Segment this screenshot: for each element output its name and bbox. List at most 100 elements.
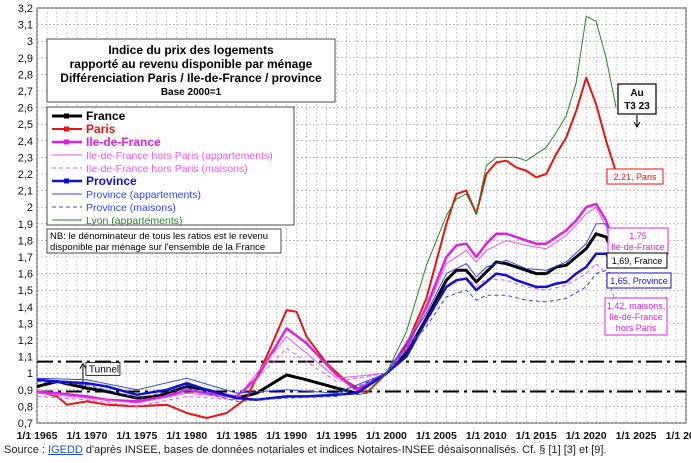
au-box: Au T3 23	[617, 83, 657, 128]
nb-note-line-1: NB: le dénominateur de tous les ratios e…	[50, 231, 268, 242]
y-tick-label: 0,8	[18, 401, 33, 413]
legend-item-label: Ile-de-France hors Paris (appartements)	[86, 150, 273, 162]
series-line-5	[36, 263, 617, 407]
end-value-text: Ile-de-France	[611, 242, 665, 252]
x-tick-label: 1/1 2030	[666, 430, 691, 440]
y-tick-label: 1,3	[18, 318, 33, 330]
chart-title: Indice du prix des logements	[108, 43, 274, 57]
tunnel-label: Tunnel	[89, 364, 119, 375]
y-tick-label: 1,2	[18, 335, 33, 347]
x-tick-label: 1/1 1995	[316, 430, 357, 440]
y-tick-label: 0,9	[18, 385, 33, 397]
x-tick-label: 1/1 1970	[66, 430, 107, 440]
au-arrow-head	[633, 121, 641, 128]
series-line-9	[356, 15, 617, 396]
end-value-text: 1,75	[629, 231, 647, 241]
y-tick-label: 1,8	[18, 235, 33, 247]
end-value-frame	[606, 272, 672, 289]
legend-item-label: Province (maisons)	[86, 202, 176, 214]
y-tick-label: 2,7	[18, 86, 33, 98]
y-tick-label: 2,6	[18, 103, 33, 115]
chart-title-line-2: rapporté au revenu disponible par ménage	[70, 57, 313, 71]
x-tick-label: 1/1 2025	[616, 430, 657, 440]
y-tick-label: 0,7	[18, 418, 33, 430]
legend-marker	[64, 178, 69, 184]
au-frame	[617, 83, 657, 115]
legend-frame	[46, 106, 295, 226]
y-tick-label: 2,2	[18, 169, 33, 181]
x-tick-label: 1/1 2015	[516, 430, 557, 440]
tunnel-arrow-head-up	[79, 362, 87, 369]
x-tick-label: 1/1 1985	[216, 430, 257, 440]
y-tick-label: 3	[27, 36, 33, 48]
series-line-6	[36, 252, 618, 402]
end-value-text: 1,69, France	[612, 256, 663, 266]
y-tick-label: 1,9	[18, 219, 33, 231]
y-tick-label: 1	[27, 368, 33, 380]
nb-note: NB: le dénominateur de tous les ratios e…	[46, 228, 282, 254]
igedd-link[interactable]: IGEDD	[48, 444, 83, 456]
au-line-1: Au	[630, 88, 643, 99]
y-tick-label: 3,1	[18, 20, 33, 32]
end-value-label: 1,65, Province	[606, 272, 672, 289]
x-tick-label: 1/1 1965	[17, 430, 58, 440]
series-line-2	[36, 76, 618, 419]
y-tick-label: 1,6	[18, 269, 33, 281]
source-prefix: Source :	[4, 444, 49, 456]
title-box-frame	[46, 38, 336, 103]
legend-item-label: Lyon (appartements)	[86, 215, 183, 227]
legend-item-label: Province (appartements)	[86, 189, 201, 201]
x-tick-label: 1/1 1975	[116, 430, 157, 440]
y-tick-label: 2,4	[18, 136, 33, 148]
tunnel-label-box	[85, 361, 121, 376]
x-tick-label: 1/1 2005	[416, 430, 457, 440]
y-tick-label: 2,8	[18, 69, 33, 81]
legend-item-label: Paris	[86, 122, 116, 136]
source-text: d'après INSEE, bases de données notarial…	[82, 444, 607, 456]
legend-marker	[64, 113, 69, 119]
price-income-line-chart: 0,7 0,8 0,9 1 1,1 1,2 1,3 1,4 1,5 1,6 1,7 1,8 1,9 2 2,…	[17, 3, 691, 442]
chart-subtitle: Base 2000=1	[161, 87, 222, 98]
legend-item-label: Ile-de-France hors Paris (maisons)	[86, 163, 248, 175]
end-value-frame	[606, 168, 664, 185]
x-tick-label: 1/1 2020	[566, 430, 607, 440]
y-tick-label: 2,5	[18, 119, 33, 131]
legend-marker	[64, 126, 69, 132]
x-tick-label: 1/1 2010	[466, 430, 507, 440]
x-tick-label: 1/1 1980	[166, 430, 207, 440]
y-tick-label: 1,7	[18, 252, 33, 264]
au-line-2: T3 23	[624, 101, 650, 112]
y-tick-label: 2,3	[18, 152, 33, 164]
end-value-label: 2,21, Paris	[606, 168, 664, 185]
series-line-7	[36, 223, 617, 394]
legend-item-label: Ile-de-France	[86, 135, 161, 149]
end-value-label: 1,69, France	[606, 252, 668, 269]
legend-item-label: Province	[86, 174, 137, 188]
nb-frame	[46, 228, 282, 254]
y-tick-label: 2,1	[18, 186, 33, 198]
y-tick-label: 2	[27, 202, 33, 214]
chart-title-line-3: Différenciation Paris / Ile-de-France / …	[60, 71, 322, 85]
y-tick-label: 1,1	[18, 352, 33, 364]
end-value-text: 1,42, maisons,	[607, 301, 666, 311]
y-tick-label: 1,5	[18, 285, 33, 297]
source-note: Source : IGEDD d'après INSEE, bases de d…	[4, 444, 607, 456]
x-tick-label: 1/1 1990	[266, 430, 307, 440]
y-tick-label: 1,4	[18, 302, 33, 314]
legend-marker	[64, 139, 69, 145]
series-line-8	[36, 269, 617, 402]
end-value-frame	[606, 252, 668, 269]
legend-item-label: France	[86, 109, 126, 123]
series-line-4	[36, 206, 617, 404]
y-tick-label: 2,9	[18, 53, 33, 65]
series-group	[36, 15, 618, 419]
end-value-frame	[607, 227, 669, 255]
end-value-text: Ile-de-France	[609, 312, 663, 322]
x-tick-label: 1/1 2000	[366, 430, 407, 440]
series-line-3	[36, 202, 618, 403]
